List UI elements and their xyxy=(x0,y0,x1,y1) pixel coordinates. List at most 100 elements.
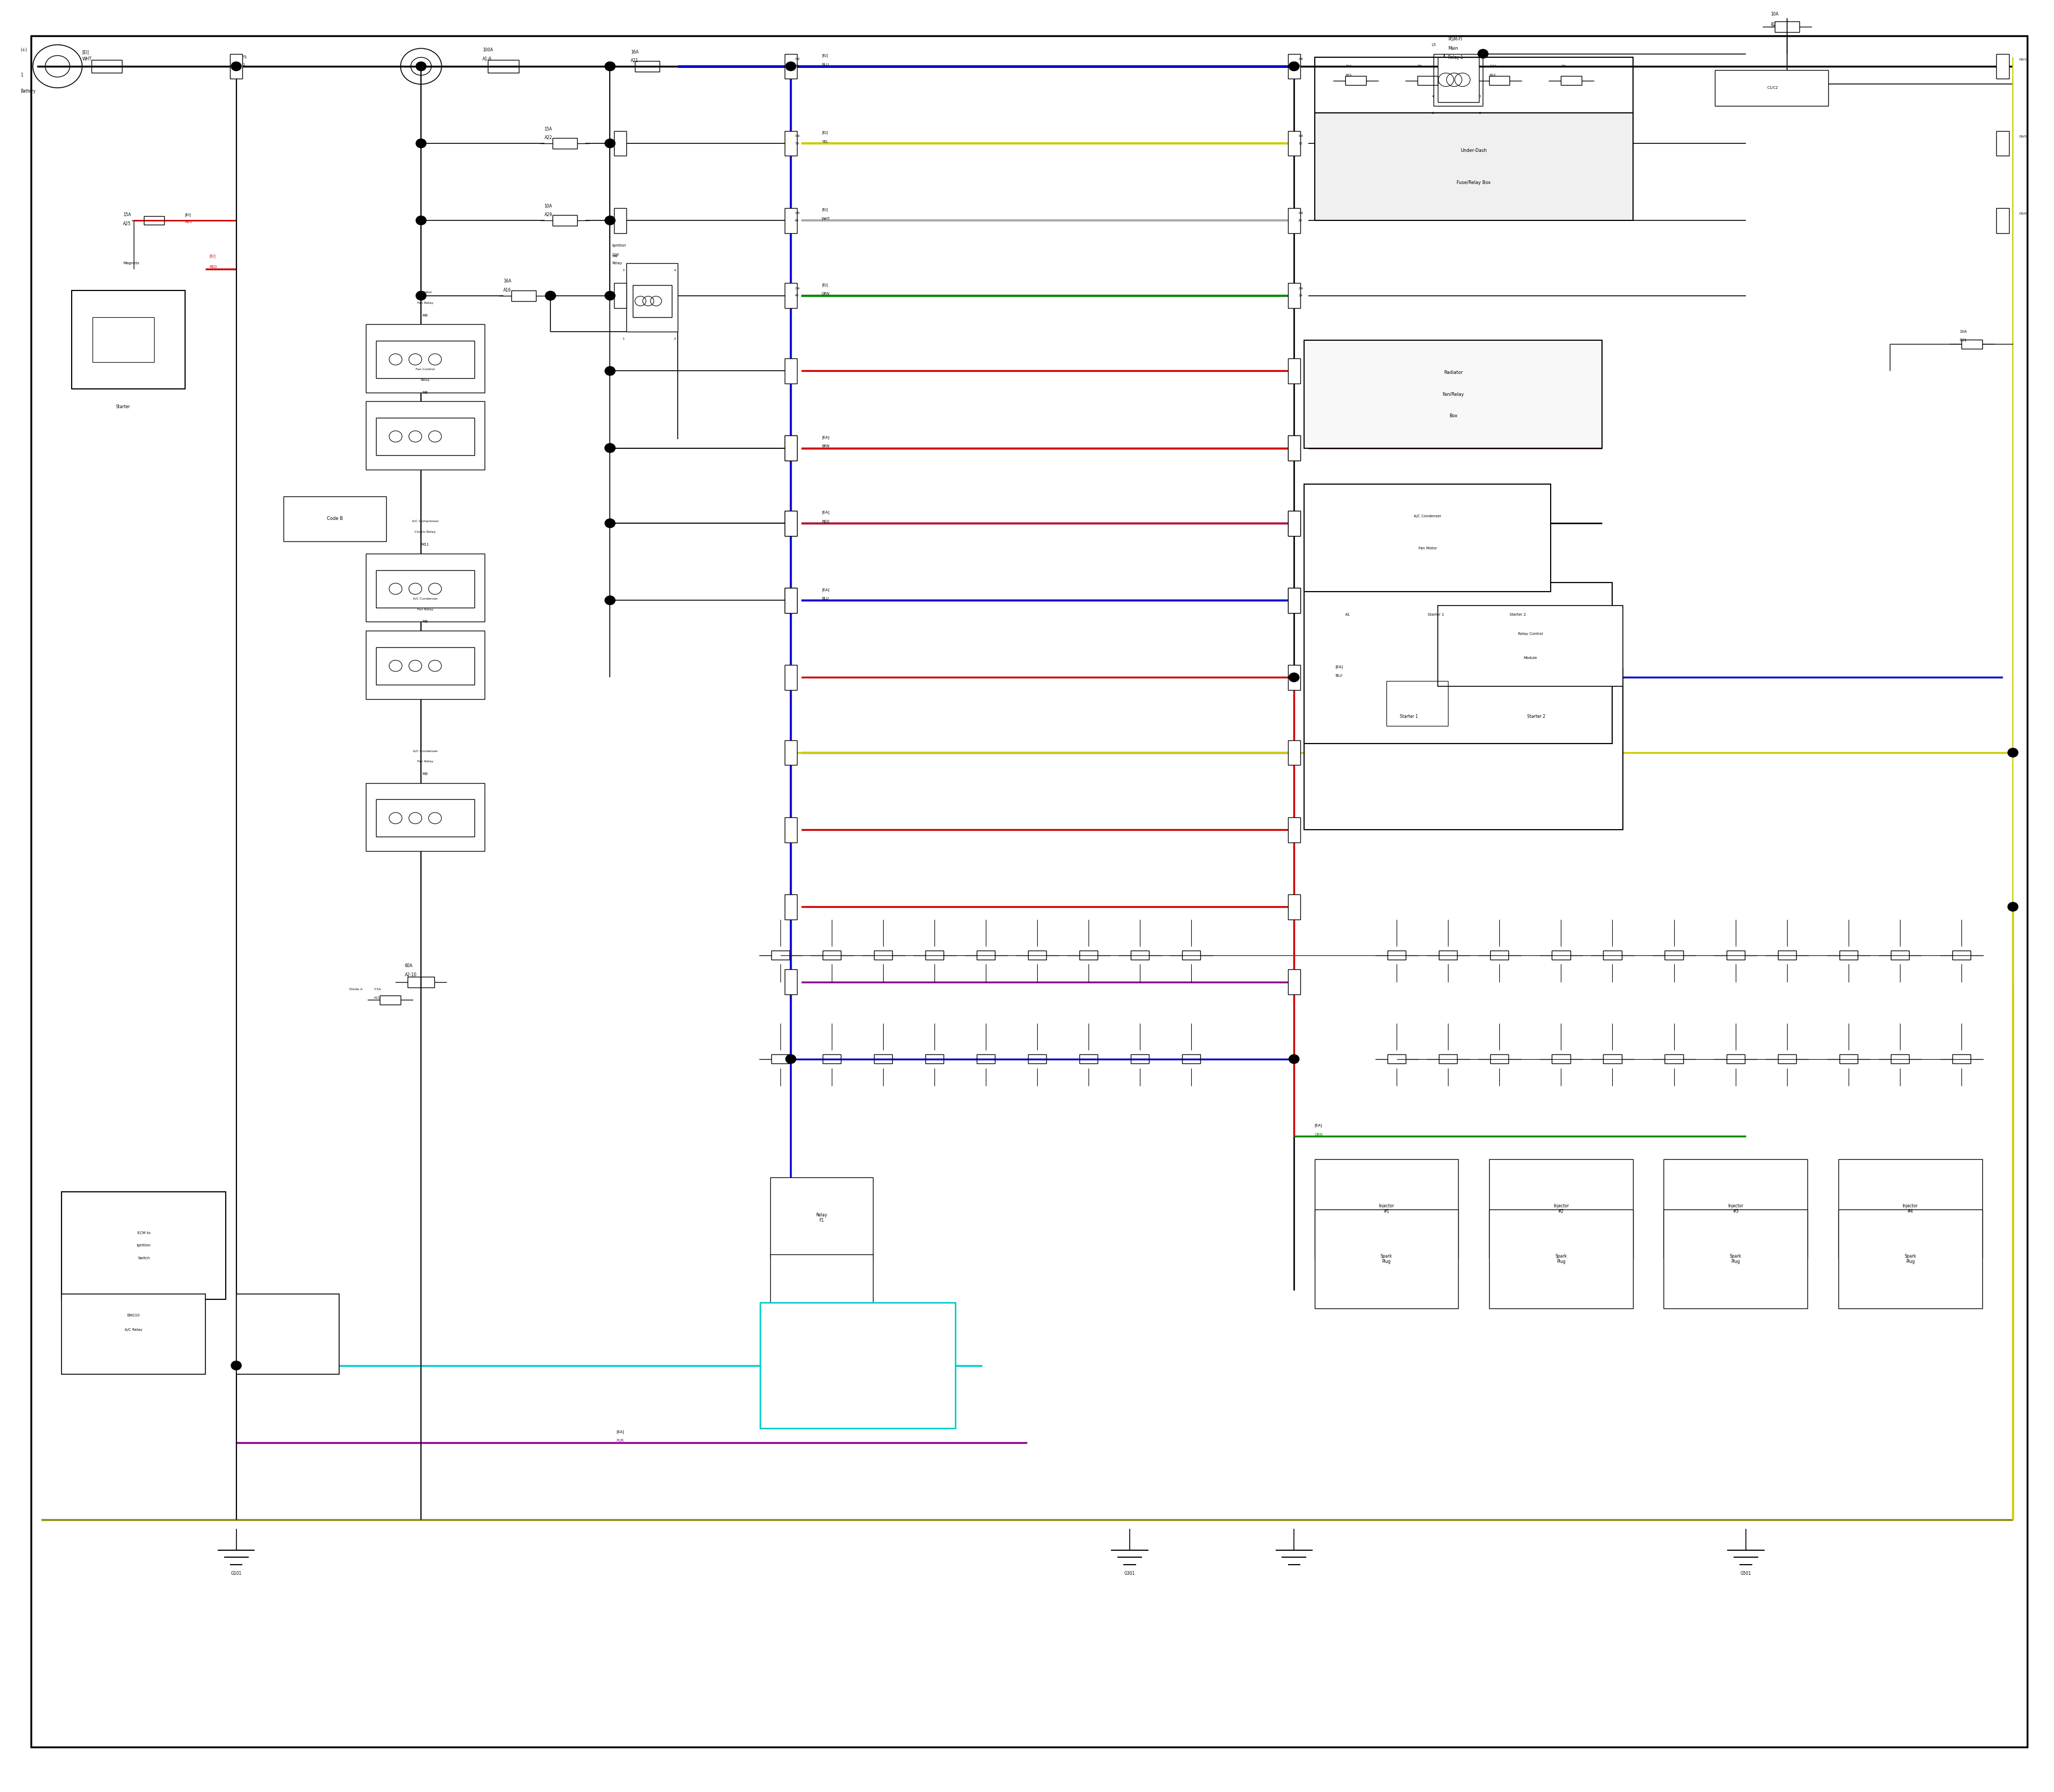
Text: G101: G101 xyxy=(230,1572,242,1575)
Circle shape xyxy=(415,63,427,72)
Text: D9: D9 xyxy=(1298,287,1302,290)
Text: Spark
Plug: Spark Plug xyxy=(1555,1254,1567,1263)
Text: BLU: BLU xyxy=(822,63,828,66)
Text: [EJ]: [EJ] xyxy=(822,208,828,211)
Bar xyxy=(62,1192,226,1299)
Text: A/C Relay: A/C Relay xyxy=(125,1328,142,1331)
Text: PGM-FI: PGM-FI xyxy=(1448,38,1462,41)
Text: YEL: YEL xyxy=(822,140,828,143)
Bar xyxy=(1288,54,1300,79)
Bar xyxy=(380,996,401,1004)
Text: Relay
F1: Relay F1 xyxy=(815,1213,828,1222)
Bar xyxy=(614,131,626,156)
Text: A/C Condenser: A/C Condenser xyxy=(1413,514,1442,518)
Bar xyxy=(1389,1054,1407,1064)
Text: [EA]: [EA] xyxy=(1315,1124,1323,1127)
Text: D9: D9 xyxy=(1298,134,1302,138)
Circle shape xyxy=(415,290,427,299)
Bar xyxy=(1438,606,1623,686)
Text: 2: 2 xyxy=(674,337,676,340)
Text: BLU: BLU xyxy=(822,597,828,600)
Text: [EJ]: [EJ] xyxy=(822,131,828,134)
Bar xyxy=(1417,75,1438,84)
Bar xyxy=(1315,1159,1458,1258)
Bar xyxy=(1996,208,2009,233)
Bar xyxy=(236,1294,339,1374)
Text: Radiator: Radiator xyxy=(419,290,431,294)
Bar xyxy=(1725,950,1744,961)
Text: Starter: Starter xyxy=(117,405,129,409)
Text: 1: 1 xyxy=(622,337,624,340)
Bar xyxy=(785,358,797,383)
Bar xyxy=(1715,70,1828,106)
Text: B2: B2 xyxy=(1771,23,1777,27)
Bar xyxy=(376,570,474,607)
Text: 2: 2 xyxy=(1479,111,1481,115)
Text: Relay: Relay xyxy=(612,262,622,265)
Bar xyxy=(1389,950,1407,961)
Bar xyxy=(376,647,474,685)
Text: D9: D9 xyxy=(795,57,799,61)
Text: 1: 1 xyxy=(1432,111,1434,115)
Bar xyxy=(1840,950,1859,961)
Bar xyxy=(1434,54,1483,106)
Bar xyxy=(785,740,797,765)
Bar xyxy=(822,1054,842,1064)
Bar xyxy=(614,208,626,233)
Text: T1: T1 xyxy=(242,56,246,59)
Circle shape xyxy=(1290,674,1298,683)
Text: [EJ]: [EJ] xyxy=(822,283,828,287)
Text: B31: B31 xyxy=(1960,339,1968,342)
Circle shape xyxy=(2007,749,2017,758)
Circle shape xyxy=(546,290,555,299)
Bar xyxy=(1840,1054,1859,1064)
Text: D9: D9 xyxy=(795,287,799,290)
Circle shape xyxy=(1290,63,1298,72)
Text: A11: A11 xyxy=(374,996,380,1000)
Text: 7.5A: 7.5A xyxy=(1489,65,1497,68)
Text: GRN: GRN xyxy=(822,292,830,296)
Text: A1: A1 xyxy=(1345,613,1349,616)
Text: Code B: Code B xyxy=(327,516,343,521)
Text: Starter 2: Starter 2 xyxy=(1510,613,1526,616)
Text: [EI]: [EI] xyxy=(185,213,191,217)
Circle shape xyxy=(606,443,616,452)
Bar xyxy=(1304,340,1602,448)
Bar xyxy=(366,401,485,470)
Text: Fuse/Relay Box: Fuse/Relay Box xyxy=(1456,181,1491,185)
Bar xyxy=(1604,1054,1623,1064)
Bar xyxy=(1438,1054,1458,1064)
Bar xyxy=(283,496,386,541)
Bar xyxy=(785,817,797,842)
Bar xyxy=(785,588,797,613)
Text: [EA]: [EA] xyxy=(822,511,830,514)
Bar xyxy=(875,1054,891,1064)
Text: Ignition: Ignition xyxy=(138,1244,150,1247)
Bar xyxy=(1288,283,1300,308)
Text: [EA]: [EA] xyxy=(1335,665,1343,668)
Bar xyxy=(1489,1159,1633,1258)
Bar xyxy=(1491,950,1508,961)
Text: M4: M4 xyxy=(612,254,618,258)
Text: A29: A29 xyxy=(544,213,553,217)
Bar xyxy=(635,61,659,72)
Circle shape xyxy=(606,595,616,606)
Circle shape xyxy=(546,290,555,299)
Text: A2-10: A2-10 xyxy=(405,973,417,977)
Bar xyxy=(1664,1159,1808,1258)
Bar xyxy=(978,1054,994,1064)
Bar xyxy=(1438,950,1458,961)
Text: 15A: 15A xyxy=(1345,65,1352,68)
Text: BRN: BRN xyxy=(822,444,830,448)
Text: 4: 4 xyxy=(674,269,676,272)
Text: Magneto: Magneto xyxy=(123,262,140,265)
Bar xyxy=(1315,57,1633,152)
Bar xyxy=(72,290,185,389)
Circle shape xyxy=(1290,1054,1298,1064)
Text: G501: G501 xyxy=(1740,1572,1752,1575)
Bar xyxy=(785,511,797,536)
Bar xyxy=(1561,75,1582,84)
Bar xyxy=(626,263,678,332)
Bar xyxy=(1304,582,1612,744)
Text: 4: 4 xyxy=(1432,95,1434,99)
